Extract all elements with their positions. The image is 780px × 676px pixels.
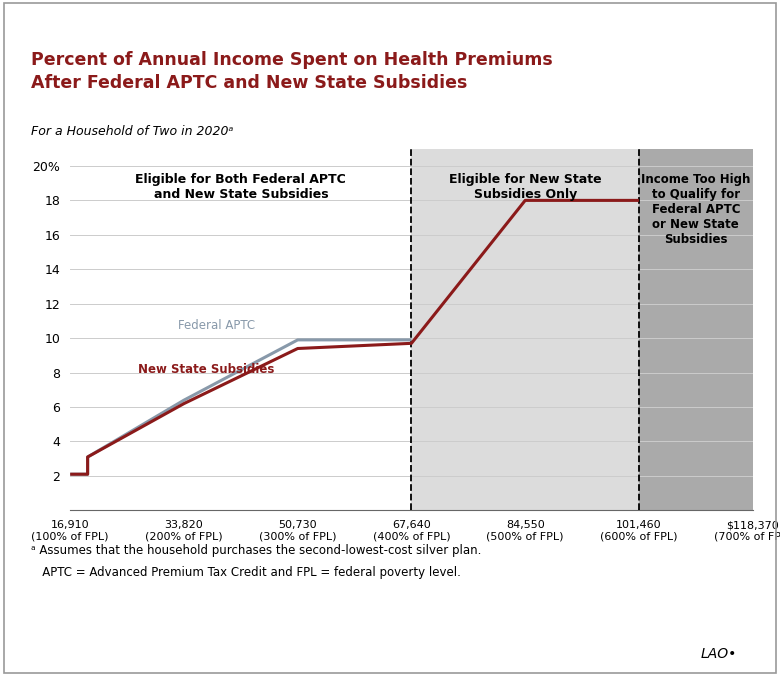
Text: Eligible for New State
Subsidies Only: Eligible for New State Subsidies Only [448, 173, 601, 201]
Bar [639, 149, 753, 510]
Text: Figure 6: Figure 6 [12, 18, 70, 31]
Bar [70, 149, 411, 510]
Bar [411, 149, 639, 510]
Text: LAO•: LAO• [701, 647, 737, 661]
Text: New State Subsidies: New State Subsidies [138, 363, 275, 376]
Text: APTC = Advanced Premium Tax Credit and FPL = federal poverty level.: APTC = Advanced Premium Tax Credit and F… [31, 566, 461, 579]
Text: ᵃ Assumes that the household purchases the second-lowest-cost silver plan.: ᵃ Assumes that the household purchases t… [31, 544, 481, 557]
Text: Percent of Annual Income Spent on Health Premiums
After Federal APTC and New Sta: Percent of Annual Income Spent on Health… [31, 51, 553, 92]
Text: Income Too High
to Qualify for
Federal APTC
or New State
Subsidies: Income Too High to Qualify for Federal A… [641, 173, 750, 246]
Text: Eligible for Both Federal APTC
and New State Subsidies: Eligible for Both Federal APTC and New S… [136, 173, 346, 201]
Text: Federal APTC: Federal APTC [179, 319, 256, 332]
Text: For a Household of Two in 2020ᵃ: For a Household of Two in 2020ᵃ [31, 125, 233, 138]
